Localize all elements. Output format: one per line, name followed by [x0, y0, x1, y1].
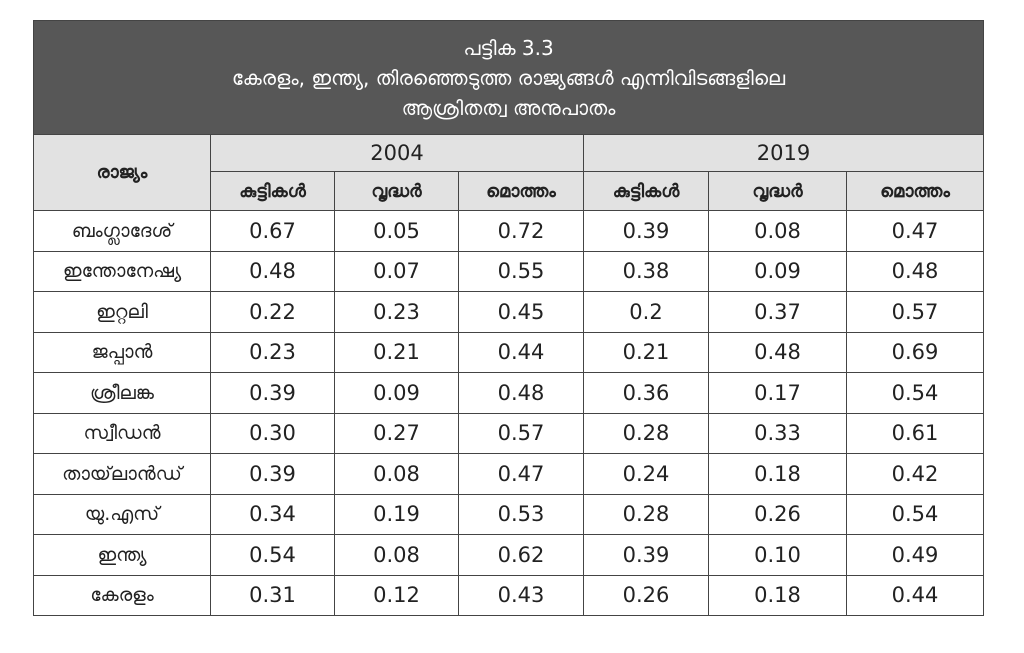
country-cell: തായ്‌ലാൻഡ് — [33, 453, 211, 495]
country-cell: ശ്രീലങ്ക — [33, 372, 211, 414]
value-cell: 0.21 — [334, 331, 459, 373]
value-cell: 0.09 — [708, 250, 847, 292]
table-row: ജപ്പാൻ 0.23 0.21 0.44 0.21 0.48 0.69 — [33, 331, 985, 373]
country-column-header: രാജ്യം — [33, 134, 211, 211]
value-cell: 0.07 — [334, 250, 459, 292]
value-cell: 0.42 — [845, 453, 985, 495]
value-cell: 0.57 — [458, 412, 584, 454]
table-row: ശ്രീലങ്ക 0.39 0.09 0.48 0.36 0.17 0.54 — [33, 372, 985, 414]
value-cell: 0.39 — [583, 534, 709, 576]
country-cell: ബംഗ്ലാദേശ് — [33, 210, 211, 252]
value-cell: 0.48 — [708, 331, 847, 373]
table-row: യു.എസ് 0.34 0.19 0.53 0.28 0.26 0.54 — [33, 493, 985, 535]
value-cell: 0.31 — [210, 574, 335, 616]
value-cell: 0.17 — [708, 372, 847, 414]
table-title: പട്ടിക 3.3 കേരളം, ഇന്ത്യ, തിരഞ്ഞെടുത്ത ര… — [32, 20, 985, 135]
value-cell: 0.49 — [845, 534, 985, 576]
country-cell: ഇന്തോനേഷ്യ — [33, 250, 211, 292]
value-cell: 0.54 — [210, 534, 335, 576]
value-cell: 0.57 — [845, 291, 985, 333]
year-header-2019: 2019 — [582, 134, 985, 172]
value-cell: 0.26 — [708, 493, 847, 535]
value-cell: 0.45 — [458, 291, 584, 333]
table-title-line-2: ആശ്രിതത്വ അനുപാതം — [401, 95, 616, 120]
subheader-children-2004: കുട്ടികൾ — [210, 171, 335, 211]
country-cell: കേരളം — [33, 574, 211, 616]
value-cell: 0.18 — [708, 453, 847, 495]
country-cell: ജപ്പാൻ — [33, 331, 211, 373]
value-cell: 0.44 — [458, 331, 584, 373]
value-cell: 0.08 — [708, 210, 847, 252]
value-cell: 0.48 — [210, 250, 335, 292]
table-row: കേരളം 0.31 0.12 0.43 0.26 0.18 0.44 — [33, 574, 985, 616]
value-cell: 0.28 — [583, 493, 709, 535]
value-cell: 0.05 — [334, 210, 459, 252]
subheader-children-2019: കുട്ടികൾ — [583, 171, 709, 211]
table-row: ഇന്തോനേഷ്യ 0.48 0.07 0.55 0.38 0.09 0.48 — [33, 250, 985, 292]
value-cell: 0.37 — [708, 291, 847, 333]
value-cell: 0.47 — [845, 210, 985, 252]
subheader-total-2004: മൊത്തം — [458, 171, 584, 211]
value-cell: 0.44 — [845, 574, 985, 616]
table-row: ഇറ്റലി 0.22 0.23 0.45 0.2 0.37 0.57 — [33, 291, 985, 333]
value-cell: 0.27 — [334, 412, 459, 454]
value-cell: 0.53 — [458, 493, 584, 535]
value-cell: 0.61 — [845, 412, 985, 454]
value-cell: 0.23 — [210, 331, 335, 373]
value-cell: 0.48 — [845, 250, 985, 292]
value-cell: 0.33 — [708, 412, 847, 454]
value-cell: 0.54 — [845, 372, 985, 414]
value-cell: 0.54 — [845, 493, 985, 535]
value-cell: 0.08 — [334, 453, 459, 495]
value-cell: 0.69 — [845, 331, 985, 373]
subheader-elderly-2004: വൃദ്ധർ — [334, 171, 459, 211]
country-cell: യു.എസ് — [33, 493, 211, 535]
value-cell: 0.21 — [583, 331, 709, 373]
value-cell: 0.39 — [210, 453, 335, 495]
value-cell: 0.18 — [708, 574, 847, 616]
subheader-elderly-2019: വൃദ്ധർ — [708, 171, 847, 211]
value-cell: 0.62 — [458, 534, 584, 576]
value-cell: 0.30 — [210, 412, 335, 454]
value-cell: 0.72 — [458, 210, 584, 252]
table-title-line-1: കേരളം, ഇന്ത്യ, തിരഞ്ഞെടുത്ത രാജ്യങ്ങൾ എന… — [231, 65, 786, 90]
table-row: ഇന്ത്യ 0.54 0.08 0.62 0.39 0.10 0.49 — [33, 534, 985, 576]
dependency-ratio-table: പട്ടിക 3.3 കേരളം, ഇന്ത്യ, തിരഞ്ഞെടുത്ത ര… — [32, 20, 985, 616]
value-cell: 0.2 — [583, 291, 709, 333]
value-cell: 0.36 — [583, 372, 709, 414]
value-cell: 0.47 — [458, 453, 584, 495]
value-cell: 0.28 — [583, 412, 709, 454]
subheader-total-2019: മൊത്തം — [845, 171, 985, 211]
table-row: ബംഗ്ലാദേശ് 0.67 0.05 0.72 0.39 0.08 0.47 — [33, 210, 985, 252]
country-cell: സ്വീഡൻ — [33, 412, 211, 454]
table-number: പട്ടിക 3.3 — [463, 35, 554, 60]
table-row: സ്വീഡൻ 0.30 0.27 0.57 0.28 0.33 0.61 — [33, 412, 985, 454]
value-cell: 0.22 — [210, 291, 335, 333]
year-header-2004: 2004 — [210, 134, 584, 172]
value-cell: 0.26 — [583, 574, 709, 616]
value-cell: 0.23 — [334, 291, 459, 333]
value-cell: 0.08 — [334, 534, 459, 576]
value-cell: 0.09 — [334, 372, 459, 414]
value-cell: 0.39 — [583, 210, 709, 252]
value-cell: 0.55 — [458, 250, 584, 292]
country-cell: ഇറ്റലി — [33, 291, 211, 333]
value-cell: 0.10 — [708, 534, 847, 576]
value-cell: 0.48 — [458, 372, 584, 414]
value-cell: 0.38 — [583, 250, 709, 292]
country-cell: ഇന്ത്യ — [33, 534, 211, 576]
value-cell: 0.43 — [458, 574, 584, 616]
value-cell: 0.34 — [210, 493, 335, 535]
value-cell: 0.19 — [334, 493, 459, 535]
value-cell: 0.67 — [210, 210, 335, 252]
table-row: തായ്‌ലാൻഡ് 0.39 0.08 0.47 0.24 0.18 0.42 — [33, 453, 985, 495]
value-cell: 0.12 — [334, 574, 459, 616]
value-cell: 0.39 — [210, 372, 335, 414]
value-cell: 0.24 — [583, 453, 709, 495]
